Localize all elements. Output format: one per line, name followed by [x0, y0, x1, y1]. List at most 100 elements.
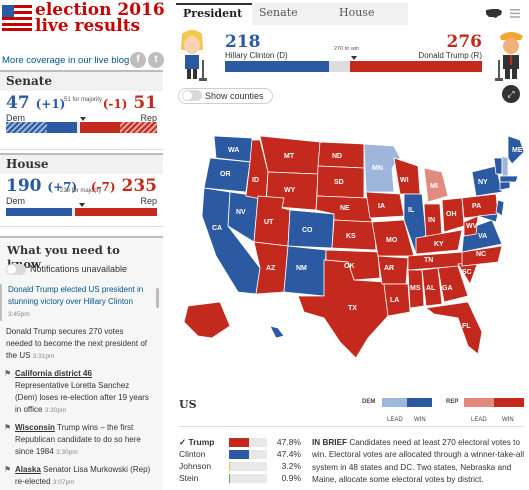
counties-toggle-switch[interactable]	[182, 90, 202, 101]
state-label: CO	[302, 227, 313, 234]
house-summary[interactable]: House 190 (+7) 218 for majority (-7) 235…	[0, 153, 163, 227]
clinton-avatar	[181, 30, 207, 81]
state-label: SD	[334, 179, 344, 186]
clinton-won-segment	[225, 61, 330, 72]
state-nj	[495, 199, 505, 217]
feed-item[interactable]: Donald Trump secures 270 votes needed to…	[6, 326, 152, 363]
facebook-icon[interactable]: f	[130, 52, 146, 68]
tab-president[interactable]: President	[176, 3, 252, 25]
state-label: OK	[344, 263, 355, 270]
live-blog-link[interactable]: More coverage in our live blog »	[2, 55, 138, 66]
senate-rep-label: Rep	[140, 113, 157, 123]
feed-item[interactable]: Donald Trump elected US president in stu…	[0, 284, 150, 321]
feed-item-title[interactable]: Wisconsin	[15, 423, 55, 432]
state-ia	[365, 191, 405, 219]
us-results-map[interactable]: WA MT ND MN OR ID WY SD WI MI NY NV UT C…	[172, 106, 529, 378]
state-tx	[297, 259, 389, 359]
feed-item-text: Trump wins – the first Republican candid…	[15, 423, 141, 456]
state-ny	[471, 165, 503, 197]
state-ks	[331, 219, 377, 251]
feed-item-text: Donald Trump secures 270 votes needed to…	[6, 327, 147, 360]
state-label: SC	[462, 269, 472, 276]
vote-share-fill	[229, 450, 249, 459]
state-label: PA	[472, 203, 481, 210]
vote-share-percent: 0.9%	[281, 473, 301, 483]
vote-share-bar	[229, 450, 267, 459]
state-or	[203, 157, 251, 193]
state-me	[507, 135, 525, 165]
house-majority-label: 218 for majority	[60, 188, 102, 194]
notifications-toggle[interactable]	[6, 264, 26, 275]
state-label: WV	[466, 223, 478, 230]
expand-map-icon[interactable]: ⤢	[502, 85, 520, 103]
us-results-heading: US	[179, 398, 197, 411]
notifications-label: Notifications unavailable	[30, 264, 128, 274]
trump-avatar	[495, 32, 523, 81]
list-view-icon[interactable]	[510, 9, 520, 18]
state-wi	[393, 157, 421, 195]
trump-name: Donald Trump (R)	[418, 51, 482, 60]
state-label: MO	[386, 237, 398, 244]
state-label: KY	[434, 241, 444, 248]
trump-electoral-votes: 276	[446, 32, 483, 52]
in-brief-body: Candidates need at least 270 electoral v…	[312, 438, 525, 484]
rep-legend-label: REP	[446, 399, 459, 405]
state-label: MS	[410, 285, 421, 292]
state-label: MT	[284, 153, 295, 160]
clinton-electoral-votes: 218	[225, 32, 261, 52]
feed-item[interactable]: ⚑ California district 46 Representative …	[4, 368, 152, 417]
us-flag-icon	[2, 5, 32, 31]
state-label: AR	[384, 265, 394, 272]
state-hi	[269, 325, 285, 339]
page-title: election 2016 live results	[35, 0, 165, 36]
senate-dem-label: Dem	[6, 113, 26, 123]
feed-item[interactable]: ⚑ Wisconsin Trump wins – the first Repub…	[4, 422, 152, 459]
state-label: TN	[424, 257, 433, 264]
scrollbar-thumb[interactable]	[156, 288, 159, 308]
left-sidebar: election 2016 live results More coverage…	[0, 0, 168, 490]
senate-rep-held-segment	[120, 122, 157, 133]
senate-rep-total: (-1) 51	[102, 93, 157, 113]
title-line-2: live results	[35, 16, 141, 36]
feed-item-title[interactable]: Alaska	[15, 465, 41, 474]
candidate-name: Stein	[179, 473, 199, 483]
flag-icon: ⚑	[4, 465, 12, 474]
feed-item[interactable]: ⚑ Alaska Senator Lisa Murkowski (Rep) re…	[4, 464, 152, 489]
feed-item-text: Donald Trump elected US president in stu…	[8, 285, 144, 306]
house-heading: House	[0, 155, 163, 174]
tab-house[interactable]: House	[332, 3, 408, 25]
feed-item-time: 3:30pm	[55, 449, 78, 456]
feed-item-time: 3:45pm	[8, 311, 30, 318]
twitter-icon[interactable]: t	[148, 52, 164, 68]
show-counties-toggle[interactable]: Show counties	[178, 88, 273, 104]
state-ms	[407, 269, 425, 309]
dem-legend-label: DEM	[362, 399, 376, 405]
state-md	[477, 213, 499, 223]
state-label: MN	[372, 165, 383, 172]
senate-dem-segment	[47, 122, 77, 133]
vote-share-percent: 3.2%	[281, 461, 301, 471]
flag-icon: ⚑	[4, 369, 12, 378]
house-rep-total: (-7) 235	[90, 176, 157, 196]
feed-item-title[interactable]: California district 46	[15, 369, 92, 378]
state-label: ME	[512, 147, 523, 154]
state-label: TX	[348, 305, 357, 312]
tab-senate[interactable]: Senate	[252, 3, 332, 25]
vote-share-bar	[229, 474, 267, 483]
rep-legend: REP LEAD WIN	[446, 398, 526, 424]
rep-win-swatch	[494, 398, 524, 407]
state-label: AZ	[266, 265, 276, 272]
brand-header[interactable]: election 2016 live results	[2, 2, 168, 42]
senate-summary[interactable]: Senate 47 (+1) 51 for majority (-1) 51 D…	[0, 70, 163, 150]
rep-lead-swatch	[464, 398, 494, 407]
state-label: UT	[264, 219, 274, 226]
state-ak	[183, 301, 231, 339]
title-line-1: election 2016	[35, 0, 165, 20]
news-feed: Donald Trump elected US president in stu…	[0, 284, 154, 490]
feed-scrollbar[interactable]	[155, 284, 160, 490]
us-map-view-icon[interactable]	[485, 8, 503, 19]
what-you-need-to-know: What you need to know Notifications unav…	[0, 236, 163, 490]
senate-heading: Senate	[0, 72, 163, 91]
house-seat-bar	[6, 203, 157, 216]
state-label: IA	[378, 203, 385, 210]
